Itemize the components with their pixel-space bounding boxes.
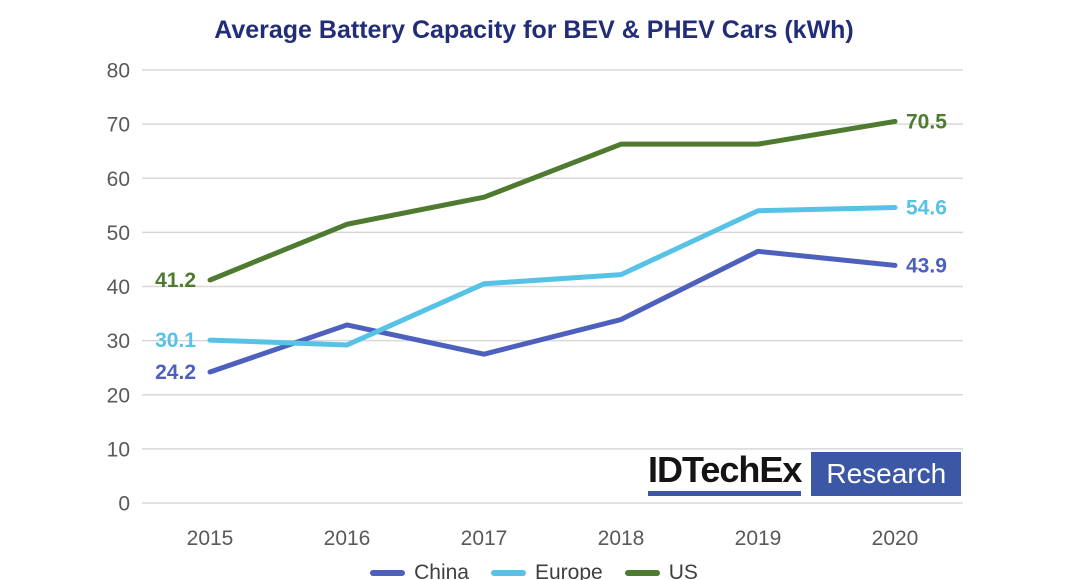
y-axis-tick-label: 30	[107, 330, 130, 353]
legend-item-china: China	[370, 561, 469, 580]
logo-suffix-text: Research	[826, 458, 947, 489]
legend-item-europe: Europe	[490, 561, 603, 580]
legend-item-us: US	[624, 561, 698, 580]
y-axis-tick-label: 0	[118, 493, 130, 516]
logo-brand-block: IDTechEx	[648, 449, 802, 496]
legend-label: China	[414, 561, 469, 580]
series-line-europe	[207, 204, 898, 348]
y-axis-tick-label: 70	[107, 114, 130, 137]
x-axis-tick-label: 2017	[461, 527, 508, 550]
point-label-last-europe: 54.6	[906, 196, 947, 219]
legend-swatch-europe	[490, 570, 526, 576]
y-axis-tick-label: 20	[107, 384, 130, 407]
y-axis-tick-label: 60	[107, 168, 130, 191]
point-label-last-us: 70.5	[906, 110, 947, 133]
point-label-first-china: 24.2	[155, 361, 196, 384]
x-axis-tick-label: 2015	[187, 527, 234, 550]
y-axis-tick-label: 50	[107, 222, 130, 245]
point-label-last-china: 43.9	[906, 254, 947, 277]
x-axis-tick-label: 2019	[735, 527, 782, 550]
idtechex-logo: IDTechEx Research	[648, 449, 962, 496]
y-axis-tick-label: 10	[107, 438, 130, 461]
legend-label: US	[668, 561, 698, 580]
x-axis-tick-label: 2016	[324, 527, 371, 550]
logo-brand-text: IDTechEx	[648, 449, 802, 490]
x-axis-tick-label: 2018	[598, 527, 645, 550]
legend-swatch-china	[370, 570, 406, 576]
legend: China Europe US	[0, 561, 1068, 580]
y-axis-tick-label: 40	[107, 276, 130, 299]
y-axis-tick-label: 80	[107, 60, 130, 83]
logo-research-box: Research	[811, 452, 962, 496]
logo-underline	[648, 491, 802, 496]
series-line-us	[207, 118, 898, 283]
legend-swatch-us	[624, 570, 660, 576]
point-label-first-us: 41.2	[155, 269, 196, 292]
chart-title: Average Battery Capacity for BEV & PHEV …	[214, 16, 854, 44]
x-axis-tick-label: 2020	[872, 527, 919, 550]
legend-label: Europe	[534, 561, 603, 580]
series-line-china	[207, 248, 898, 375]
point-label-first-europe: 30.1	[155, 329, 196, 352]
